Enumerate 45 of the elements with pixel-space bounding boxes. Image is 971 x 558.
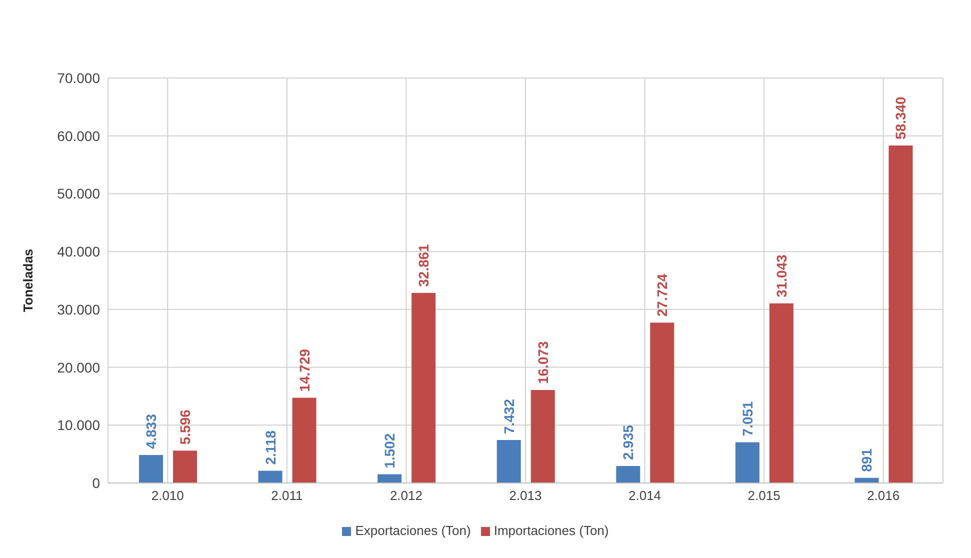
bar xyxy=(173,450,197,483)
data-label: 14.729 xyxy=(296,348,312,392)
legend-label: Exportaciones (Ton) xyxy=(355,523,471,538)
data-label: 31.043 xyxy=(773,254,790,298)
bar xyxy=(650,322,674,483)
bar xyxy=(496,440,521,483)
y-tick-label: 60.000 xyxy=(57,128,100,144)
bar xyxy=(378,474,402,483)
y-tick-label: 20.000 xyxy=(57,359,100,376)
data-label: 16.073 xyxy=(534,340,551,384)
data-label: 5.596 xyxy=(177,409,193,445)
bar xyxy=(292,398,316,483)
data-label: 27.724 xyxy=(654,274,670,317)
data-label: 2.118 xyxy=(262,430,278,465)
x-tick-label: 2.011 xyxy=(271,488,303,504)
data-label: 7.051 xyxy=(739,400,756,436)
y-tick-label: 40.000 xyxy=(57,244,100,260)
data-label: 7.432 xyxy=(500,398,517,434)
x-tick-label: 2.016 xyxy=(867,488,900,504)
legend-label: Importaciones (Ton) xyxy=(494,523,609,538)
bar xyxy=(735,442,760,483)
data-label: 1.502 xyxy=(382,433,398,468)
data-label: 32.861 xyxy=(416,244,432,287)
x-tick-label: 2.015 xyxy=(748,488,780,504)
bar xyxy=(530,390,555,483)
y-tick-label: 0 xyxy=(92,474,100,491)
data-label: 58.340 xyxy=(892,96,909,140)
bar xyxy=(888,145,913,483)
data-label: 891 xyxy=(858,448,875,472)
x-tick-label: 2.014 xyxy=(628,488,662,504)
y-tick-label: 10.000 xyxy=(57,417,100,434)
y-tick-label: 70.000 xyxy=(57,70,100,86)
data-label: 2.935 xyxy=(620,424,636,460)
bar xyxy=(616,466,640,483)
data-label: 4.833 xyxy=(143,414,159,450)
bar xyxy=(258,470,282,483)
bar xyxy=(139,455,163,483)
y-axis-title: Toneladas xyxy=(20,248,36,312)
bar xyxy=(769,303,794,483)
y-tick-label: 30.000 xyxy=(57,301,100,318)
x-tick-label: 2.012 xyxy=(390,488,422,504)
y-tick-label: 50.000 xyxy=(57,186,100,202)
x-tick-label: 2.013 xyxy=(509,488,542,504)
bar xyxy=(412,292,436,483)
x-tick-label: 2.010 xyxy=(151,488,184,504)
